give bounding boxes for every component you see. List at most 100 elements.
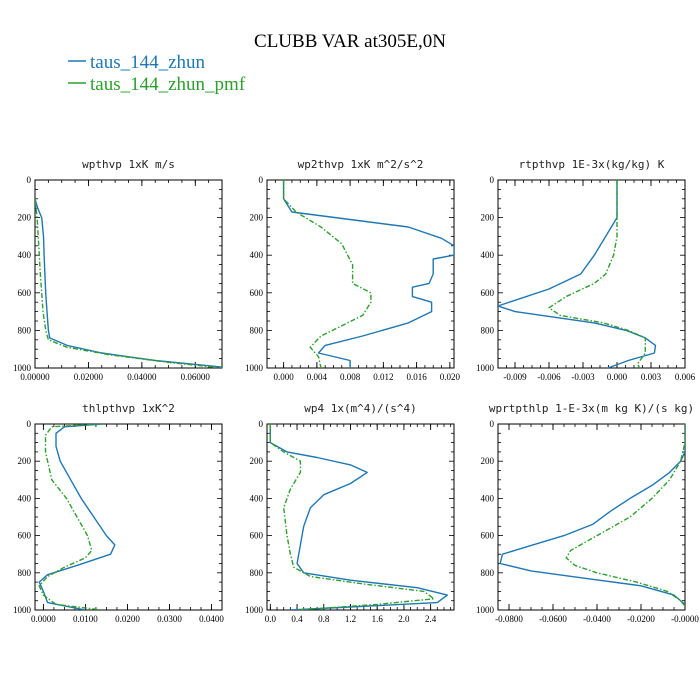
x-tick-label: 0.04000 <box>127 372 157 382</box>
series-line-1 <box>35 198 222 368</box>
y-tick-label: 1000 <box>245 605 264 615</box>
y-tick-label: 800 <box>18 325 32 335</box>
series-line-1 <box>282 180 454 368</box>
y-tick-label: 800 <box>250 568 264 578</box>
x-tick-label: -0.0200 <box>627 614 655 624</box>
x-tick-label: 0.0200 <box>115 614 140 624</box>
panel-title: wp2thvp 1xK m^2/s^2 <box>298 158 424 171</box>
series-line-2 <box>38 424 103 610</box>
y-tick-label: 0 <box>27 175 32 185</box>
x-tick-label: 0.016 <box>406 372 427 382</box>
panel-title: thlpthvp 1xK^2 <box>82 402 175 415</box>
y-tick-label: 200 <box>250 456 264 466</box>
series-line-2 <box>35 198 222 368</box>
x-tick-label: 0.0400 <box>199 614 224 624</box>
figure-title: CLUBB VAR at305E,0N <box>254 31 446 52</box>
series-line-1 <box>499 424 685 605</box>
y-tick-label: 600 <box>18 531 32 541</box>
x-tick-label: 1.2 <box>345 614 356 624</box>
y-tick-label: 1000 <box>476 363 495 373</box>
plot-frame <box>497 179 686 369</box>
y-tick-label: 0 <box>259 419 264 429</box>
x-tick-label: 0.003 <box>641 372 662 382</box>
y-tick-label: 600 <box>481 531 495 541</box>
x-tick-label: 0.0000 <box>31 614 56 624</box>
series-line-2 <box>565 424 685 607</box>
y-tick-label: 400 <box>481 250 495 260</box>
x-tick-label: -0.0800 <box>495 614 523 624</box>
legend-label-2: taus_144_zhun_pmf <box>90 74 246 95</box>
series-line-1 <box>269 424 448 610</box>
plot-frame <box>34 423 223 611</box>
series-line-2 <box>282 180 372 368</box>
y-tick-label: 800 <box>250 325 264 335</box>
y-tick-label: 400 <box>481 493 495 503</box>
x-tick-label: 0.4 <box>291 614 303 624</box>
legend-label-1: taus_144_zhun <box>90 52 206 73</box>
y-tick-label: 0 <box>490 175 495 185</box>
y-tick-label: 200 <box>481 456 495 466</box>
y-tick-label: 200 <box>481 213 495 223</box>
x-tick-label: -0.0600 <box>539 614 567 624</box>
y-tick-label: 0 <box>259 175 264 185</box>
y-tick-label: 800 <box>18 568 32 578</box>
x-tick-label: 0.00000 <box>20 372 50 382</box>
x-tick-label: 0.06000 <box>181 372 211 382</box>
x-tick-label: -0.009 <box>503 372 527 382</box>
panel-6: wprtpthlp 1-E-3x(m kg K)/(s kg) 0 200 400 60… <box>476 402 699 624</box>
x-tick-label: 1.6 <box>372 614 384 624</box>
panel-3: rtpthvp 1E-3x(kg/kg) K02004006008001000-… <box>476 158 696 382</box>
y-tick-label: 400 <box>18 250 32 260</box>
y-tick-label: 400 <box>250 250 264 260</box>
x-tick-label: -0.006 <box>537 372 561 382</box>
x-tick-label: 0.012 <box>373 372 393 382</box>
series-line-2 <box>548 180 646 368</box>
series-line-1 <box>38 424 116 610</box>
x-tick-label: 0.0300 <box>157 614 182 624</box>
y-tick-label: 600 <box>481 288 495 298</box>
y-tick-label: 600 <box>250 288 264 298</box>
x-tick-label: 0.008 <box>340 372 361 382</box>
y-tick-label: 600 <box>18 288 32 298</box>
x-tick-label: 0.02000 <box>74 372 104 382</box>
plot-frame <box>266 423 455 611</box>
x-tick-label: 0.004 <box>307 372 328 382</box>
plot-frame <box>34 179 223 369</box>
y-tick-label: 200 <box>18 213 32 223</box>
y-tick-label: 1000 <box>245 363 264 373</box>
plot-frame <box>266 179 455 369</box>
y-tick-label: 0 <box>490 419 495 429</box>
x-tick-label: 0.0100 <box>73 614 98 624</box>
x-tick-label: 0.0 <box>265 614 277 624</box>
x-tick-label: 0.000 <box>607 372 628 382</box>
x-tick-label: 0.8 <box>318 614 330 624</box>
series-line-2 <box>269 424 435 610</box>
y-tick-label: 1000 <box>476 605 495 615</box>
panel-title: wpthvp 1xK m/s <box>82 158 175 171</box>
y-tick-label: 600 <box>250 531 264 541</box>
legend: taus_144_zhun taus_144_zhun_pmf <box>68 52 246 95</box>
y-tick-label: 0 <box>27 419 32 429</box>
y-tick-label: 1000 <box>13 605 32 615</box>
x-tick-label: 0.000 <box>273 372 294 382</box>
x-tick-label: 0.006 <box>675 372 696 382</box>
y-tick-label: 400 <box>250 493 264 503</box>
panel-2: wp2thvp 1xK m^2/s^2 0 200 400 600 800 1000 0.00… <box>245 158 460 382</box>
y-tick-label: 1000 <box>13 363 32 373</box>
x-tick-label: 0.020 <box>440 372 461 382</box>
panel-title: wp4 1x(m^4)/(s^4) <box>304 402 417 415</box>
y-tick-label: 200 <box>250 213 264 223</box>
x-tick-label: 2.0 <box>398 614 410 624</box>
series-line-1 <box>498 180 657 368</box>
panel-title: wprtpthlp 1-E-3x(m kg K)/(s kg) <box>489 402 694 415</box>
x-tick-label: 2.4 <box>425 614 437 624</box>
y-tick-label: 800 <box>481 568 495 578</box>
panel-title: rtpthvp 1E-3x(kg/kg) K <box>519 158 665 171</box>
y-tick-label: 400 <box>18 493 32 503</box>
x-tick-label: -0.003 <box>571 372 595 382</box>
